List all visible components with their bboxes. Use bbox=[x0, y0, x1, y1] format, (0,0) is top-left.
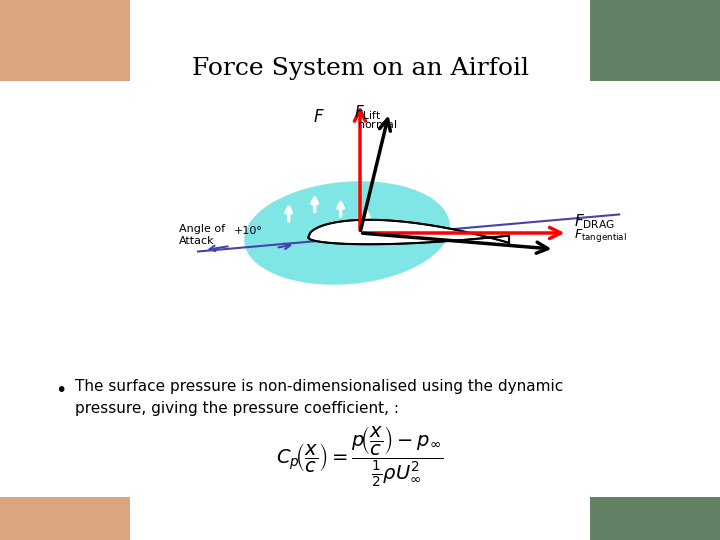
Text: Angle of
Attack: Angle of Attack bbox=[179, 225, 225, 246]
Polygon shape bbox=[0, 0, 130, 81]
Text: $C_p\!\left(\dfrac{x}{c}\right) = \dfrac{p\!\left(\dfrac{x}{c}\right) - p_{\inft: $C_p\!\left(\dfrac{x}{c}\right) = \dfrac… bbox=[276, 424, 444, 489]
Text: +10°: +10° bbox=[233, 226, 263, 235]
Polygon shape bbox=[0, 497, 130, 540]
Polygon shape bbox=[590, 497, 720, 540]
Text: •: • bbox=[55, 381, 67, 400]
Text: $\mathit{F}_{\rm Lift}$: $\mathit{F}_{\rm Lift}$ bbox=[354, 103, 381, 122]
Ellipse shape bbox=[244, 181, 450, 285]
Text: pressure, giving the pressure coefficient, :: pressure, giving the pressure coefficien… bbox=[75, 401, 399, 416]
Text: $\rm normal$: $\rm normal$ bbox=[357, 118, 397, 130]
Text: $\mathit{F}_{\rm DRAG}$: $\mathit{F}_{\rm DRAG}$ bbox=[574, 212, 615, 231]
Polygon shape bbox=[308, 220, 509, 244]
Text: Force System on an Airfoil: Force System on an Airfoil bbox=[192, 57, 528, 80]
Text: The surface pressure is non-dimensionalised using the dynamic: The surface pressure is non-dimensionali… bbox=[75, 379, 563, 394]
Text: $\mathit{F}_{\rm tangential}$: $\mathit{F}_{\rm tangential}$ bbox=[574, 227, 627, 244]
Polygon shape bbox=[590, 0, 720, 81]
Text: $\mathit{F}$: $\mathit{F}$ bbox=[312, 109, 324, 126]
